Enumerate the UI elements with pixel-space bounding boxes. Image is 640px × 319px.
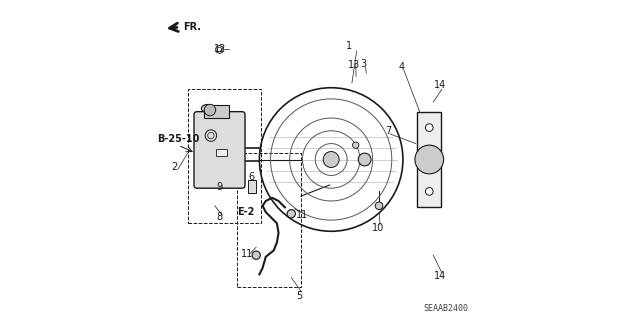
Text: 6: 6 bbox=[248, 172, 255, 182]
Text: E-2: E-2 bbox=[237, 207, 255, 217]
Text: 11: 11 bbox=[241, 249, 253, 259]
Bar bbox=[204, 105, 229, 118]
Circle shape bbox=[323, 152, 339, 167]
Circle shape bbox=[358, 153, 371, 166]
Text: B-25-10: B-25-10 bbox=[157, 134, 199, 144]
Ellipse shape bbox=[202, 104, 214, 113]
Text: 11: 11 bbox=[296, 210, 308, 220]
Circle shape bbox=[205, 130, 217, 141]
Text: 14: 14 bbox=[433, 79, 445, 90]
Bar bbox=[248, 180, 256, 193]
Text: 12: 12 bbox=[214, 44, 226, 55]
Circle shape bbox=[426, 188, 433, 195]
Text: 3: 3 bbox=[360, 59, 366, 69]
Circle shape bbox=[287, 210, 296, 218]
Bar bbox=[216, 149, 227, 156]
Circle shape bbox=[204, 104, 216, 116]
Circle shape bbox=[353, 142, 359, 148]
Bar bbox=[188, 89, 261, 223]
Text: SEAAB2400: SEAAB2400 bbox=[423, 304, 468, 313]
Circle shape bbox=[216, 46, 223, 53]
Circle shape bbox=[252, 251, 260, 259]
Bar bbox=[417, 112, 441, 207]
Text: 10: 10 bbox=[372, 223, 384, 233]
Text: 7: 7 bbox=[385, 126, 392, 136]
FancyBboxPatch shape bbox=[194, 112, 245, 188]
Text: 9: 9 bbox=[216, 182, 223, 192]
Text: 5: 5 bbox=[296, 291, 302, 301]
Circle shape bbox=[415, 145, 444, 174]
Circle shape bbox=[426, 124, 433, 131]
Text: 1: 1 bbox=[346, 41, 352, 51]
Text: 4: 4 bbox=[398, 62, 404, 72]
Text: FR.: FR. bbox=[183, 22, 201, 32]
Bar bbox=[237, 153, 301, 287]
Text: 13: 13 bbox=[348, 60, 360, 70]
Circle shape bbox=[375, 202, 383, 210]
Text: 8: 8 bbox=[216, 212, 223, 222]
Text: 14: 14 bbox=[433, 271, 445, 281]
Text: 2: 2 bbox=[171, 162, 177, 173]
